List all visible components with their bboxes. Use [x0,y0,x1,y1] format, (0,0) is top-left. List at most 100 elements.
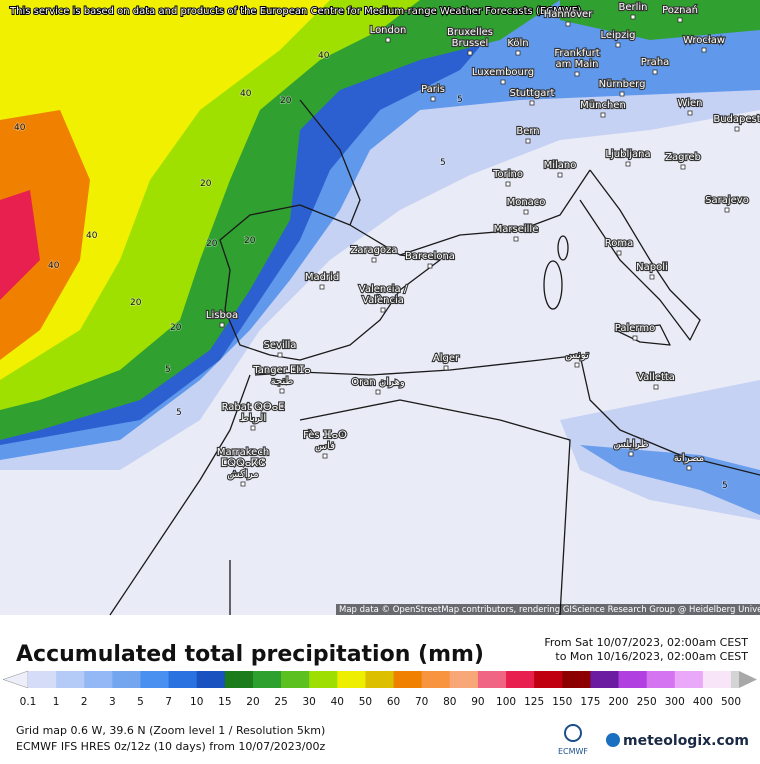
city-marker [649,274,655,280]
color-bar-segment [702,671,732,688]
precip-area [0,190,40,300]
city-marker [600,112,606,118]
city-label: Sevilla [264,340,297,351]
city-marker [219,322,225,328]
city-label: Frankfurt [554,48,599,59]
color-bar-label: 100 [496,696,516,708]
city-label: Valletta [637,372,675,383]
color-bar-segment [309,671,338,688]
color-bar-segment [674,671,704,688]
color-bar-segment [534,671,563,688]
meteologix-logo[interactable]: meteologix.com [623,733,749,749]
city-label: طرابلس [613,439,648,450]
city-marker [574,362,580,368]
color-bar-label: 125 [524,696,544,708]
city-label: am Main [556,59,599,70]
city-label: Leipzig [600,30,635,41]
color-bar-segment [506,671,535,688]
precip-area [0,0,330,380]
color-bar-segment [393,671,423,688]
color-bar-label: 150 [552,696,572,708]
city-label: Luxembourg [472,67,534,78]
color-bar-segment [140,671,170,688]
city-marker [523,209,529,215]
contour-labels: 40 20 40 5 40 20 20 40 20 5 20 40 5 20 5 5 [13,50,728,492]
city-label: Tanger ⵟⵏⵊⴰ [252,365,310,376]
city-label: Bern [516,126,539,137]
contour-label: 40 [240,89,252,99]
color-bar-segment [168,671,198,688]
city-marker [625,161,631,167]
city-label: الرباط [240,413,266,424]
city-label: Brussel [452,38,489,49]
contour-label: 20 [200,179,212,189]
color-bar-label: 500 [721,696,741,708]
attribution: Map data © OpenStreetMap contributors, r… [339,605,760,615]
city-label: فاس [315,441,335,452]
meteologix-logo-mark [606,733,620,747]
color-bar-arrow [2,670,29,689]
color-bar-label: 40 [331,696,344,708]
city-marker [619,91,625,97]
color-bar-label: 20 [246,696,259,708]
city-label: طنجة [271,376,294,387]
color-bar-label: 250 [637,696,657,708]
color-bar-segment [56,671,85,688]
city-label: Zagreb [665,152,701,163]
color-bar-label: 0.1 [20,696,37,708]
city-marker [371,257,377,263]
contour-label: 5 [176,408,182,418]
ecmwf-logo[interactable]: ECMWF [558,747,588,756]
city-marker [375,389,381,395]
color-bar-segment [281,671,310,688]
contour-label: 40 [318,51,330,61]
color-bar-segment [224,671,254,688]
contour-label: 5 [722,481,728,491]
city-marker [250,425,256,431]
ecmwf-logo-mark [564,724,582,742]
city-label: Zaragoza [350,245,397,256]
period-to: to Mon 10/16/2023, 02:00am CEST [555,650,748,663]
coastline [254,354,760,476]
city-label: Nürnberg [599,79,646,90]
city-marker [628,451,634,457]
coastline [399,169,591,256]
contour-label: 5 [440,158,446,168]
city-label: Poznań [662,4,698,16]
city-marker [322,453,328,459]
city-marker [380,307,386,313]
city-label: London [370,25,407,36]
contour-label: 20 [280,96,292,106]
island [543,260,563,310]
color-bar-label: 1 [53,696,60,708]
city-label: Fès ⴼⴰⵙ [303,429,347,441]
city-marker [500,79,506,85]
color-bar-label: 50 [359,696,372,708]
city-marker [515,50,521,56]
city-marker [529,100,535,106]
city-label: Monaco [507,197,546,208]
city-marker [430,96,436,102]
color-bar-segment [618,671,648,688]
city-label: Napoli [636,262,668,273]
contour-label: 20 [244,236,256,246]
city-label: Bruxelles [447,27,493,38]
color-bar-label: 30 [303,696,316,708]
map: Map data © OpenStreetMap contributors, r… [0,0,760,616]
color-bar-label: 25 [274,696,287,708]
title: Accumulated total precipitation (mm) [16,642,484,667]
service-notice: This service is based on data and produc… [9,6,581,17]
coastline [299,99,361,226]
city-label: Rabat ⵕⴱⴰⵟ [222,402,285,413]
color-bar-segment [590,671,620,688]
city-marker [443,365,449,371]
city-label: Wien [678,98,703,109]
city-marker [616,250,622,256]
color-bar-segment [337,671,366,688]
color-bar-label: 7 [165,696,172,708]
color-bar-segment [562,671,591,688]
city-label: Praha [641,57,670,68]
